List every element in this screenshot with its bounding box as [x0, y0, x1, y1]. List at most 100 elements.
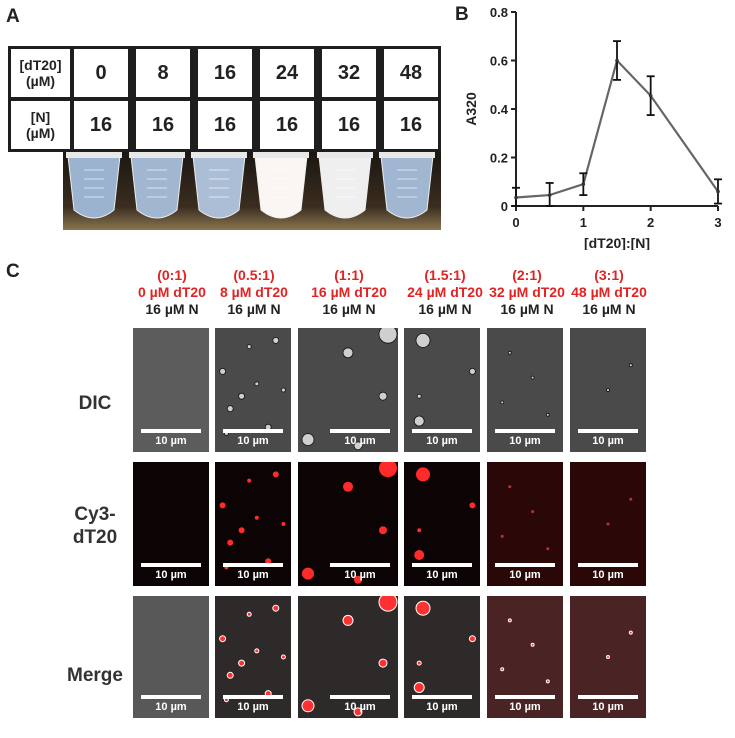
condition-n: 16 µM N: [418, 301, 472, 317]
tube-0: [66, 152, 122, 219]
condition-dt20: 32 µM dT20: [489, 284, 565, 300]
droplet: [254, 648, 260, 654]
micrograph-content: [301, 328, 398, 451]
condition-n: 16 µM N: [582, 301, 636, 317]
droplet: [281, 387, 286, 393]
scale-bar-label: 10 µm: [426, 569, 458, 581]
droplet: [226, 671, 234, 679]
micrograph-content: [413, 332, 476, 427]
data-point: [615, 58, 619, 63]
condition-ratio: (0.5:1): [233, 267, 275, 283]
condition-ratio: (1:1): [334, 267, 364, 283]
y-axis-label: A320: [463, 92, 479, 126]
y-tick-label: 0.4: [490, 102, 509, 117]
panel-a-table: [dT20] (µM) [N] (µM) 0 8 16 24 32 48 16 16 16 16 16…: [8, 46, 441, 152]
droplet: [500, 667, 505, 672]
scale-bar-label: 10 µm: [509, 701, 541, 713]
scale-bar-label: 10 µm: [155, 701, 187, 713]
micrograph-r1-c5: 10 µm: [570, 462, 646, 586]
scale-bar-label: 10 µm: [155, 569, 187, 581]
droplet: [416, 467, 430, 482]
droplet: [301, 699, 315, 713]
micrograph-r2-c1: 10 µm: [215, 596, 291, 718]
droplet: [546, 547, 550, 551]
x-tick-label: 1: [580, 215, 587, 230]
droplet: [414, 550, 425, 560]
scale-bar-label: 10 µm: [426, 435, 458, 447]
data-point: [648, 93, 653, 98]
droplet: [628, 630, 633, 635]
droplet: [416, 393, 422, 399]
n-header-unit: (µM): [25, 125, 56, 141]
droplet: [219, 635, 227, 643]
condition-dt20: 0 µM dT20: [138, 284, 206, 300]
scale-bar-label: 10 µm: [237, 569, 269, 581]
droplet: [530, 642, 535, 647]
data-point: [514, 195, 518, 200]
droplet: [416, 660, 422, 666]
micrograph-content: [414, 467, 476, 560]
droplet: [379, 462, 397, 478]
droplet: [272, 471, 279, 478]
n-value-1: 16: [136, 101, 190, 149]
droplet: [606, 522, 610, 526]
droplet: [530, 375, 535, 380]
tubes-photo-svg: [63, 152, 441, 230]
panel-b-letter: B: [455, 4, 469, 25]
droplet: [507, 350, 512, 355]
tube-2: [191, 152, 247, 219]
scale-bar: 10 µm: [330, 695, 390, 713]
droplet: [280, 654, 286, 660]
droplet: [469, 502, 476, 509]
scale-bar-line: [495, 695, 555, 699]
row-label-0: DIC: [78, 393, 112, 414]
scale-bar-line: [495, 563, 555, 567]
micrograph-r1-c2: 10 µm: [298, 462, 398, 586]
y-tick-label: 0.8: [490, 5, 508, 20]
scale-bar-label: 10 µm: [592, 701, 624, 713]
scale-bar-label: 10 µm: [509, 435, 541, 447]
tubes-photo: [63, 152, 441, 230]
scale-bar-label: 10 µm: [237, 435, 269, 447]
scale-bar: 10 µm: [330, 429, 390, 447]
x-tick-label: 0: [512, 215, 519, 230]
scale-bar-label: 10 µm: [592, 435, 624, 447]
droplet: [238, 392, 246, 400]
droplet: [469, 368, 476, 375]
condition-ratio: (1.5:1): [424, 267, 466, 283]
condition-n: 16 µM N: [227, 301, 281, 317]
scale-bar: 10 µm: [223, 695, 283, 713]
micrograph-r2-c0: 10 µm: [133, 596, 209, 718]
scale-bar: 10 µm: [412, 563, 472, 581]
droplet: [272, 336, 280, 344]
tube-1: [129, 152, 185, 219]
droplet: [629, 497, 633, 501]
dt20-value-1: 8: [136, 49, 190, 97]
condition-label-0: (0:1) 0 µM dT20 16 µM N: [127, 267, 217, 318]
dt20-value-4: 32: [322, 49, 376, 97]
scale-bar: 10 µm: [578, 429, 638, 447]
micrograph-r2-c4: 10 µm: [487, 596, 563, 718]
tube-3: [253, 152, 309, 219]
droplet: [413, 682, 425, 693]
droplet: [378, 391, 388, 401]
scale-bar-line: [330, 695, 390, 699]
droplet: [254, 381, 260, 387]
scale-bar: 10 µm: [141, 429, 201, 447]
droplet: [508, 485, 512, 489]
scale-bar-line: [495, 429, 555, 433]
droplet: [468, 635, 476, 643]
scale-bar: 10 µm: [223, 429, 283, 447]
scale-bar-line: [578, 695, 638, 699]
scale-bar: 10 µm: [495, 429, 555, 447]
n-value-2: 16: [198, 101, 252, 149]
x-axis-label: [dT20]:[N]: [584, 235, 650, 250]
scale-bar-line: [578, 429, 638, 433]
condition-label-2: (1:1) 16 µM dT20 16 µM N: [304, 267, 394, 318]
droplet: [343, 481, 353, 492]
dt20-value-3: 24: [260, 49, 314, 97]
row-label-1: Cy3- dT20: [72, 504, 118, 548]
droplet: [302, 567, 314, 580]
panel-a-letter: A: [6, 6, 20, 27]
droplet: [354, 575, 362, 584]
